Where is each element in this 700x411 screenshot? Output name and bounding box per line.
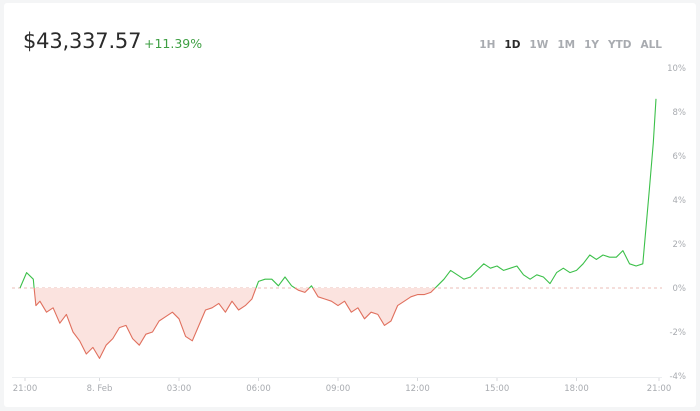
x-tick-label: 09:00	[326, 384, 351, 394]
x-tick-label: 03:00	[167, 384, 192, 394]
series-area-negative	[312, 288, 436, 326]
range-all[interactable]: ALL	[640, 39, 662, 51]
y-tick-label: 8%	[673, 108, 687, 118]
x-tick-label: 06:00	[246, 384, 271, 394]
x-tick-label: 8. Feb	[87, 384, 113, 394]
y-tick-label: 0%	[673, 284, 687, 294]
series-line-negative	[33, 287, 257, 359]
series-line-positive	[434, 98, 657, 289]
range-1y[interactable]: 1Y	[584, 39, 599, 51]
series-line-negative	[294, 287, 310, 293]
range-1h[interactable]: 1H	[479, 39, 496, 51]
x-tick-label: 21:00	[647, 384, 672, 394]
y-tick-label: 4%	[673, 196, 687, 206]
series-line-positive	[308, 285, 314, 289]
series-area-negative	[34, 288, 256, 359]
x-tick-label: 12:00	[405, 384, 430, 394]
y-tick-label: 6%	[673, 152, 687, 162]
series-line-negative	[312, 287, 436, 326]
y-tick-label: -2%	[669, 328, 686, 338]
price-value: $43,337.57	[23, 29, 142, 53]
range-1m[interactable]: 1M	[557, 39, 576, 51]
price-card: $43,337.57 +11.39% 1H 1D 1W 1M 1Y YTD AL…	[4, 3, 696, 407]
price-change-percent: +11.39%	[144, 36, 203, 51]
x-tick-label: 21:00	[13, 384, 38, 394]
series-line-positive	[19, 272, 35, 289]
y-tick-label: -4%	[669, 372, 686, 382]
series-line-positive	[255, 276, 296, 289]
y-tick-label: 2%	[673, 240, 687, 250]
y-tick-label: 10%	[667, 64, 686, 74]
x-tick-label: 15:00	[485, 384, 510, 394]
range-ytd[interactable]: YTD	[608, 39, 632, 51]
range-1d[interactable]: 1D	[504, 39, 521, 51]
time-range-selector: 1H 1D 1W 1M 1Y YTD ALL	[470, 39, 662, 51]
x-tick-label: 18:00	[564, 384, 589, 394]
range-1w[interactable]: 1W	[529, 39, 549, 51]
